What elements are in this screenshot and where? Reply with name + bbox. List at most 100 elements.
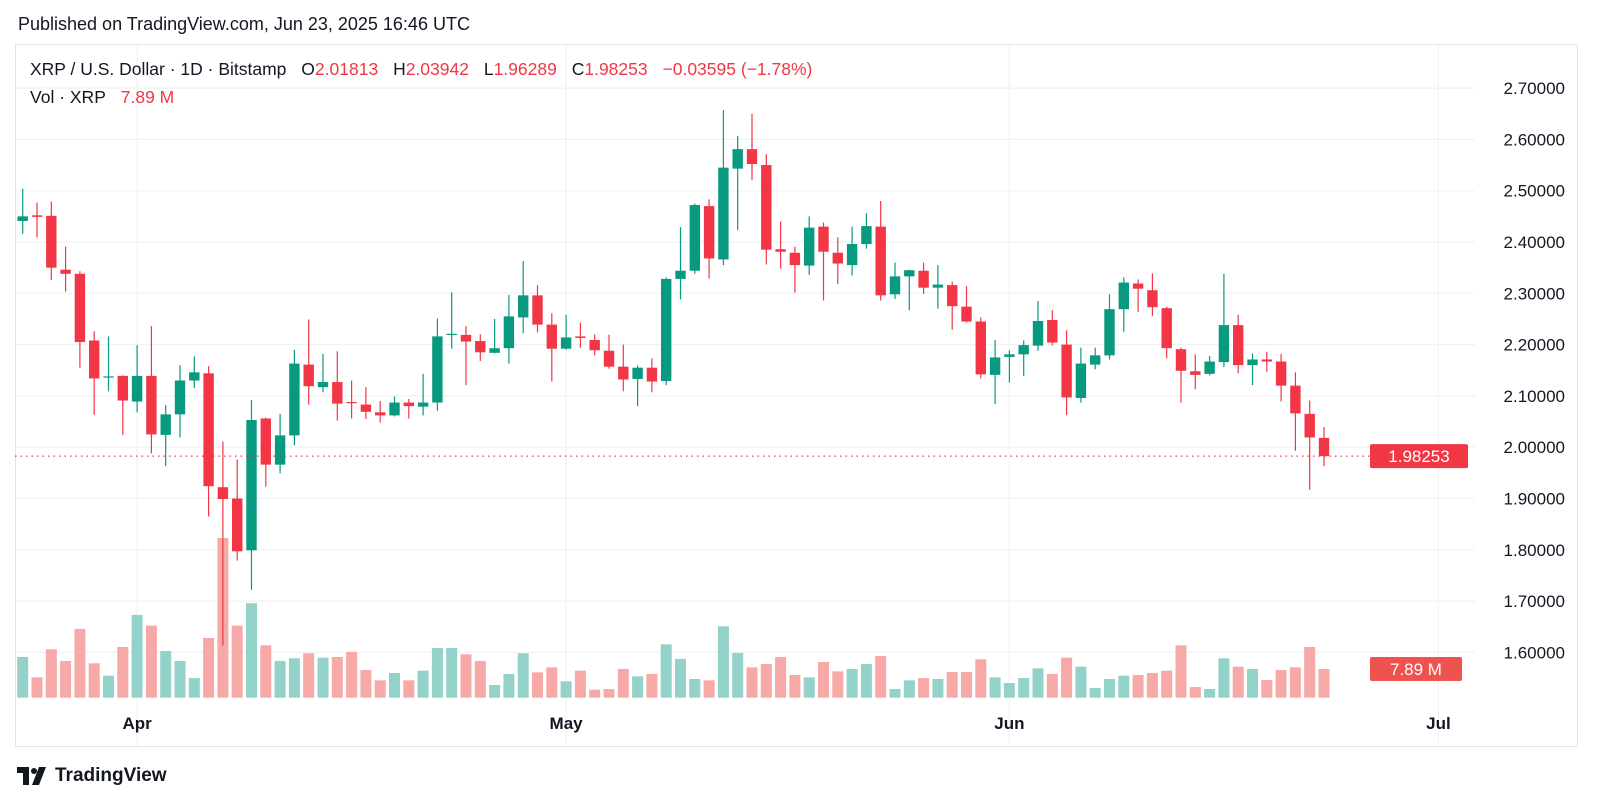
candle [575, 322, 586, 348]
volume-bar [589, 689, 601, 698]
volume-bar [1104, 678, 1115, 698]
volume-bar [574, 670, 586, 698]
volume-bars [17, 537, 1330, 698]
candle [489, 318, 500, 354]
candle-body [503, 316, 515, 349]
volume-bar [174, 660, 186, 698]
volume-bar [374, 680, 386, 698]
candle [460, 326, 472, 386]
low-value: 1.96289 [493, 59, 557, 79]
candle [975, 317, 986, 379]
volume-bar [246, 603, 257, 698]
volume-bar [975, 659, 987, 698]
candle-body [789, 252, 801, 266]
candle-body [861, 226, 872, 245]
candle [60, 246, 71, 292]
volume-bar [532, 672, 543, 698]
candle-body [260, 418, 271, 465]
candle [947, 281, 958, 330]
volume-bar [288, 658, 300, 698]
candle-body [1118, 282, 1129, 310]
candle [1233, 314, 1244, 374]
volume-bar [603, 689, 615, 698]
volume-bar [746, 667, 758, 698]
candle [1132, 279, 1144, 312]
volume-bar [1132, 674, 1144, 698]
volume-bar [1032, 668, 1044, 698]
volume-bar [903, 680, 915, 698]
candle-body [403, 402, 414, 407]
last-price-label: 1.98253 [1388, 447, 1449, 466]
volume-legend: Vol · XRP 7.89 M [30, 87, 174, 108]
volume-legend-label[interactable]: Vol · XRP [30, 87, 106, 107]
candle [861, 213, 872, 249]
candle [1275, 353, 1287, 402]
candle [17, 188, 28, 234]
volume-bar [818, 661, 829, 698]
volume-bar [1075, 666, 1087, 698]
volume-bar [732, 652, 744, 698]
candle [618, 344, 629, 392]
candle [103, 336, 114, 392]
volume-bar [60, 660, 72, 698]
candle-body [1190, 371, 1201, 375]
candle [432, 318, 443, 411]
candle-body [518, 295, 529, 318]
high-label: H [393, 59, 406, 79]
candle-body [17, 216, 28, 221]
volume-bar [88, 663, 100, 698]
tradingview-brand[interactable]: TradingView [17, 765, 167, 787]
candle-body [60, 269, 71, 274]
candle-body [889, 276, 901, 295]
candle-body [332, 382, 343, 404]
volume-bar [1018, 678, 1030, 698]
candle-body [174, 380, 186, 415]
candle [317, 353, 329, 393]
candle [804, 216, 815, 275]
candle-body [832, 252, 843, 264]
candle [703, 199, 715, 279]
candle-body [618, 366, 629, 380]
candle-body [203, 373, 214, 487]
candle [832, 237, 843, 285]
time-axis[interactable]: Apr May Jun Jul [122, 714, 1450, 733]
volume-bar [145, 625, 157, 698]
candle-body [146, 375, 157, 435]
symbol-legend: XRP / U.S. Dollar · 1D · Bitstamp O2.018… [30, 59, 812, 80]
candle-body [446, 333, 457, 336]
candle [746, 113, 758, 180]
candle-body [560, 337, 572, 349]
candle-body [1261, 359, 1272, 362]
candle-body [818, 226, 829, 252]
candle-body [117, 375, 128, 401]
candle-body [703, 206, 715, 259]
volume-bar [274, 660, 286, 698]
volume-bar [131, 614, 143, 698]
candle [961, 286, 972, 323]
candle-body [432, 336, 443, 403]
volume-bar [860, 663, 872, 698]
candle [1090, 347, 1101, 370]
candle-body [1233, 325, 1244, 366]
candle [775, 221, 786, 269]
chart-pane-border [15, 44, 1578, 747]
candle-body [1132, 283, 1144, 289]
price-tick-label: 2.20000 [1504, 336, 1565, 355]
candle-body [131, 375, 143, 402]
last-price-badge: 1.98253 [1370, 444, 1468, 469]
price-tick-label: 1.70000 [1504, 592, 1565, 611]
volume-bar [832, 671, 844, 698]
candle-body [589, 339, 600, 351]
candle [918, 262, 929, 294]
symbol-title[interactable]: XRP / U.S. Dollar · 1D · Bitstamp [30, 59, 287, 79]
volume-bar [1304, 646, 1316, 698]
candle [332, 351, 343, 421]
candle-body [947, 285, 958, 307]
candle [1261, 351, 1272, 372]
volume-bar [17, 656, 29, 698]
volume-bar [403, 680, 415, 698]
price-axis[interactable]: 2.70000 2.60000 2.50000 2.40000 2.30000 2.200… [1504, 79, 1565, 662]
volume-bar [1061, 657, 1073, 698]
candle [589, 334, 600, 356]
